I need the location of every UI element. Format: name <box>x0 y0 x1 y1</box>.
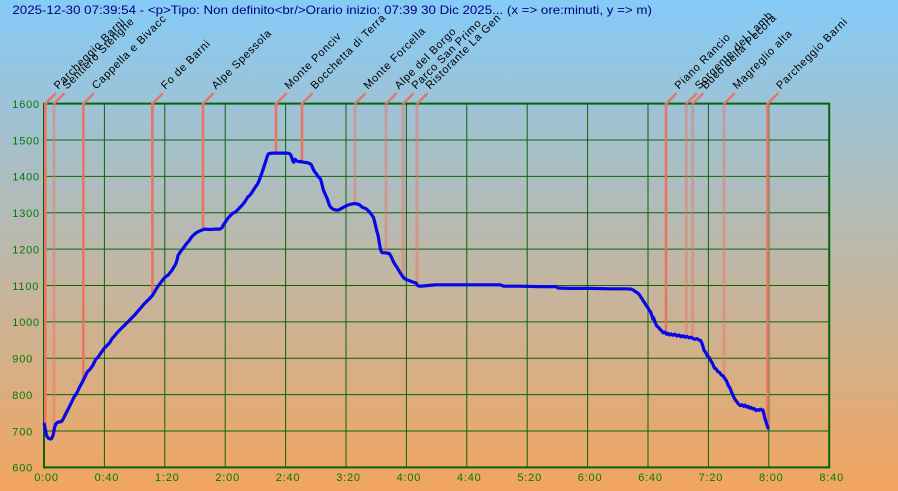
svg-text:0:40: 0:40 <box>95 472 120 484</box>
svg-text:1500: 1500 <box>12 135 40 147</box>
svg-text:2:00: 2:00 <box>215 472 240 484</box>
svg-text:6:00: 6:00 <box>578 472 603 484</box>
svg-text:2025-12-30 07:39:54 - <p>Tipo:: 2025-12-30 07:39:54 - <p>Tipo: Non defin… <box>12 3 652 17</box>
svg-text:900: 900 <box>12 354 33 366</box>
svg-text:6:40: 6:40 <box>638 472 663 484</box>
svg-text:3:20: 3:20 <box>336 472 361 484</box>
svg-text:800: 800 <box>12 390 33 402</box>
svg-text:8:00: 8:00 <box>759 472 784 484</box>
svg-text:4:40: 4:40 <box>457 472 482 484</box>
svg-text:5:20: 5:20 <box>517 472 542 484</box>
svg-text:1600: 1600 <box>12 99 40 111</box>
svg-text:1200: 1200 <box>12 244 40 256</box>
svg-text:7:20: 7:20 <box>699 472 724 484</box>
svg-text:2:40: 2:40 <box>276 472 301 484</box>
svg-text:8:40: 8:40 <box>819 472 844 484</box>
svg-text:1300: 1300 <box>12 208 40 220</box>
svg-text:1400: 1400 <box>12 172 40 184</box>
svg-text:600: 600 <box>12 463 33 475</box>
svg-text:700: 700 <box>12 426 33 438</box>
svg-text:1000: 1000 <box>12 317 40 329</box>
svg-text:4:00: 4:00 <box>397 472 422 484</box>
svg-text:0:00: 0:00 <box>34 472 59 484</box>
svg-text:1100: 1100 <box>12 281 39 293</box>
svg-text:1:20: 1:20 <box>155 472 180 484</box>
